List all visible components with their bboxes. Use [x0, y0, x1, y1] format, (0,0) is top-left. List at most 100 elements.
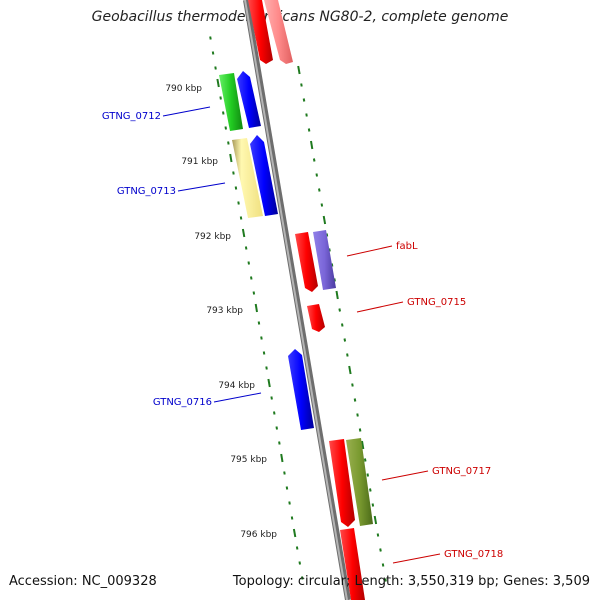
gene-arrow-blue-2[interactable] [250, 135, 278, 216]
ruler-label-793: 793 kbp [206, 306, 243, 316]
topology-text: Topology: circular; Length: 3,550,319 bp… [232, 574, 590, 589]
ruler-tick [379, 548, 382, 552]
ruler-tick [216, 78, 220, 88]
gene-arrow-blue-0716[interactable] [288, 349, 314, 430]
ruler-tick [301, 576, 304, 580]
gene-arrow-olive[interactable] [346, 438, 373, 526]
ruler-tick [338, 308, 341, 312]
ruler-tick [358, 428, 362, 432]
gene-labels: GTNG_0712 GTNG_0713 fabL GTNG_0715 GTNG_… [102, 111, 503, 560]
ruler-tick [292, 528, 297, 538]
ruler-tick [278, 441, 281, 445]
ruler-tick [373, 515, 378, 525]
ruler-tick [234, 186, 238, 190]
ruler-tick [273, 411, 276, 415]
ruler-tick [222, 111, 225, 115]
ruler-tick [260, 336, 263, 340]
ruler-tick [325, 233, 329, 237]
ruler-tick [363, 458, 367, 462]
ruler-label-794: 794 kbp [218, 381, 255, 391]
ruler-tick [302, 98, 306, 102]
ruler-label-796: 796 kbp [240, 530, 277, 540]
ruler-tick [295, 546, 299, 550]
ruler-tick [285, 486, 289, 490]
ruler-tick [297, 65, 301, 75]
ruler-tick [300, 83, 303, 87]
ruler-tick [275, 426, 278, 430]
ruler-tick [346, 353, 349, 357]
gene-label-leaders [162, 106, 441, 564]
ruler-tick [318, 188, 321, 192]
ruler-tick [214, 66, 217, 70]
gene-arrow-red-0715[interactable] [307, 304, 325, 332]
ruler-tick [348, 365, 352, 375]
ruler-tick [247, 261, 250, 265]
ruler-label-790: 790 kbp [165, 84, 202, 94]
ruler-tick [288, 501, 291, 505]
gene-arrow-red-0718[interactable] [340, 528, 365, 600]
ruler-tick [254, 303, 258, 313]
ruler-tick [330, 263, 334, 267]
ruler-tick [322, 215, 327, 225]
gene-label-gtng-0713[interactable]: GTNG_0713 [117, 186, 176, 197]
ruler-tick [267, 378, 271, 388]
ruler-tick [312, 158, 316, 162]
ruler-tick [307, 128, 311, 132]
gene-arrow-green[interactable] [219, 73, 243, 131]
ruler-tick [252, 291, 256, 295]
ruler-tick [265, 366, 268, 370]
gene-arrow-red-fabl[interactable] [295, 232, 318, 292]
gene-label-fabl[interactable]: fabL [396, 241, 418, 252]
gene-arrow-top-1[interactable] [248, 0, 273, 64]
ruler-tick [283, 471, 286, 475]
accession-text: Accession: NC_009328 [9, 574, 157, 589]
ruler-tick [315, 173, 318, 177]
ruler-tick [381, 563, 385, 567]
ruler-ticks-inner [209, 36, 304, 580]
gene-arrow-purple[interactable] [313, 230, 336, 290]
ruler-tick [250, 276, 253, 280]
ruler-tick [356, 413, 359, 417]
ruler-tick [376, 533, 380, 537]
gene-label-gtng-0712[interactable]: GTNG_0712 [102, 111, 161, 122]
gene-label-gtng-0717[interactable]: GTNG_0717 [432, 466, 491, 477]
map-title: Geobacillus thermodenitrificans NG80-2, … [91, 9, 509, 25]
gene-label-gtng-0718[interactable]: GTNG_0718 [444, 549, 503, 560]
gene-arrow-blue-1[interactable] [237, 71, 261, 128]
gene-arrow-yellow[interactable] [232, 138, 263, 218]
gene-arrow-red-0717[interactable] [329, 439, 355, 527]
ruler-tick [343, 338, 347, 342]
ruler-tick [232, 171, 235, 175]
ruler-tick [290, 516, 294, 520]
ruler-tick [237, 201, 240, 205]
ruler-tick [227, 141, 230, 145]
ruler-label-792: 792 kbp [194, 232, 231, 242]
ruler-tick [341, 323, 344, 327]
ruler-tick [244, 246, 248, 250]
ruler-tick [239, 216, 243, 220]
ruler-tick [219, 96, 222, 100]
ruler-tick [369, 488, 372, 492]
ruler-label-791: 791 kbp [181, 157, 218, 167]
ruler-tick [328, 248, 331, 252]
ruler-tick [335, 290, 339, 300]
ruler-tick [241, 228, 246, 238]
ruler-label-795: 795 kbp [230, 455, 267, 465]
ruler-labels: 790 kbp 791 kbp 792 kbp 793 kbp 794 kbp … [165, 84, 277, 540]
ruler-tick [384, 578, 387, 582]
ruler-tick [211, 51, 215, 55]
gene-label-gtng-0715[interactable]: GTNG_0715 [407, 297, 466, 308]
ruler-tick [371, 503, 375, 507]
ruler-tick [270, 396, 273, 400]
ruler-tick [229, 153, 233, 163]
ruler-tick [305, 113, 308, 117]
gene-label-gtng-0716[interactable]: GTNG_0716 [153, 397, 212, 408]
ruler-tick [224, 126, 227, 130]
gene-features [219, 0, 373, 600]
ruler-ticks-outer [297, 65, 387, 582]
ruler-tick [361, 440, 365, 450]
gene-arrow-top-2[interactable] [264, 0, 293, 64]
ruler-tick [298, 561, 301, 565]
ruler-tick [320, 203, 324, 207]
